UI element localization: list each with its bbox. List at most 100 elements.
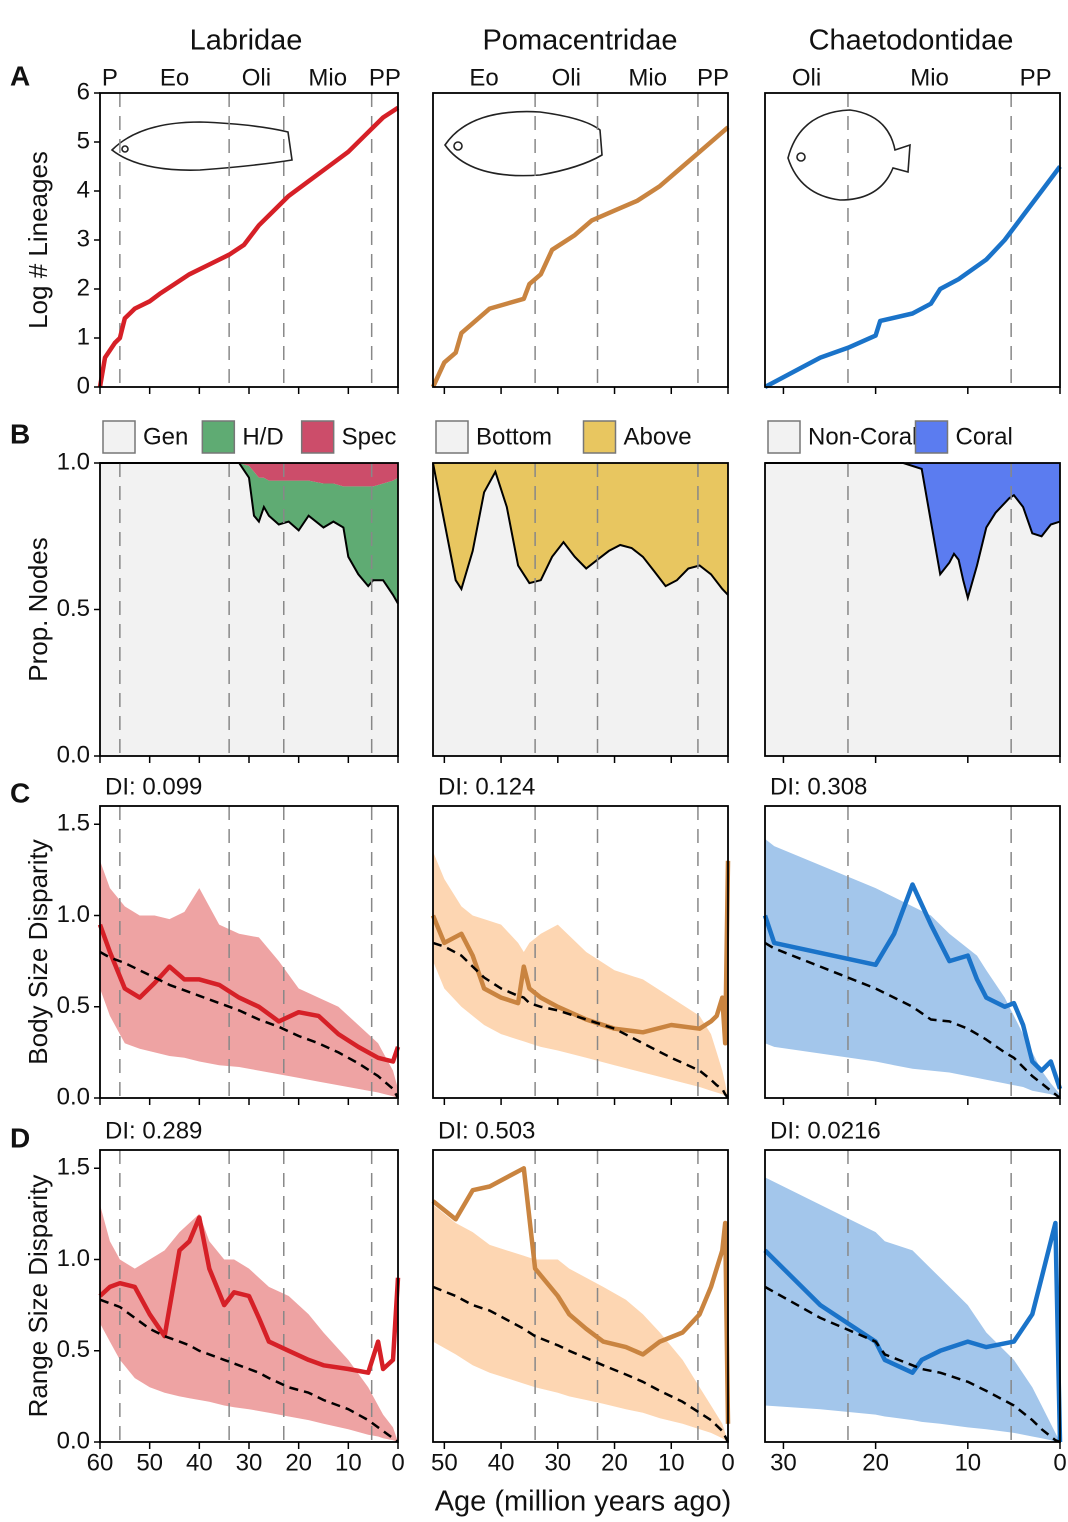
legend-label: Above <box>624 423 692 450</box>
column-title: Pomacentridae <box>482 25 677 57</box>
x-tick-label: 30 <box>770 1449 797 1476</box>
area <box>765 463 1060 598</box>
column-title: Labridae <box>190 25 303 57</box>
x-tick-label: 30 <box>236 1449 263 1476</box>
null-band <box>100 1204 398 1442</box>
legend-swatch <box>435 420 469 454</box>
y-axis-label: Prop. Nodes <box>23 537 53 682</box>
legend-label: Spec <box>342 423 397 450</box>
x-tick-label: 40 <box>186 1449 213 1476</box>
y-tick-label: 1.0 <box>57 1245 90 1272</box>
area <box>100 463 398 756</box>
null-band <box>765 838 1060 1098</box>
y-tick-label: 0 <box>77 372 90 399</box>
epoch-label: Oli <box>242 64 271 91</box>
plot-frame <box>432 1149 729 1443</box>
line <box>97 105 400 388</box>
area <box>100 463 398 604</box>
x-tick-label: 10 <box>658 1449 685 1476</box>
epoch-label: Oli <box>552 64 581 91</box>
boundary-line <box>100 462 399 605</box>
legend-label: H/D <box>242 423 283 450</box>
null-median-line <box>764 941 1061 1099</box>
x-tick-label: 40 <box>488 1449 515 1476</box>
y-tick-label: 1.5 <box>57 1154 90 1181</box>
x-tick-label: 10 <box>335 1449 362 1476</box>
observed-line <box>763 1220 1063 1443</box>
epoch-label: Mio <box>308 64 347 91</box>
legend-swatch <box>914 420 949 454</box>
legend-swatch <box>300 420 335 454</box>
observed-line <box>430 860 731 1046</box>
epoch-label: PP <box>1020 64 1052 91</box>
line <box>430 125 730 388</box>
null-median-line <box>432 941 729 1099</box>
observed-line <box>98 1215 401 1375</box>
y-tick-label: 1 <box>77 323 90 350</box>
fish-eye <box>796 152 806 162</box>
epoch-label: Oli <box>792 64 821 91</box>
x-tick-label: 0 <box>1053 1449 1066 1476</box>
area <box>433 463 728 756</box>
y-tick-label: 1.0 <box>57 448 90 475</box>
y-tick-label: 1.5 <box>57 810 90 837</box>
null-median-line <box>99 1298 399 1444</box>
plot-frame <box>764 805 1061 1099</box>
null-median-line <box>99 950 400 1099</box>
epoch-label: PP <box>697 64 729 91</box>
y-tick-label: 3 <box>77 225 90 252</box>
y-axis-label: Range Size Disparity <box>23 1175 53 1418</box>
x-tick-label: 30 <box>544 1449 571 1476</box>
plot-frame <box>432 462 729 757</box>
y-axis-label: Body Size Disparity <box>23 839 53 1064</box>
fish-eye <box>121 145 129 153</box>
observed-line <box>762 882 1063 1090</box>
x-axis-label: Age (million years ago) <box>435 1486 732 1518</box>
legend-label: Coral <box>956 423 1013 450</box>
panel-label: D <box>10 1122 30 1153</box>
annotation: DI: 0.099 <box>105 773 202 800</box>
null-median-line <box>764 1285 1061 1444</box>
epoch-label: PP <box>369 64 401 91</box>
x-tick-label: 20 <box>862 1449 889 1476</box>
boundary-line <box>765 462 1061 602</box>
damselfish-drawing <box>444 110 603 177</box>
y-tick-label: 4 <box>77 176 90 203</box>
null-band <box>100 860 398 1098</box>
null-median-line <box>432 1285 730 1443</box>
observed-line <box>97 923 401 1064</box>
y-tick-label: 0.0 <box>57 1427 90 1454</box>
line <box>763 165 1062 389</box>
y-tick-label: 5 <box>77 127 90 154</box>
legend-swatch <box>201 420 236 454</box>
epoch-label: Mio <box>628 64 667 91</box>
y-tick-label: 2 <box>77 274 90 301</box>
butterflyfish-drawing <box>787 109 911 201</box>
y-tick-label: 0.5 <box>57 992 90 1019</box>
y-tick-label: 0.0 <box>57 1083 90 1110</box>
y-tick-label: 1.0 <box>57 901 90 928</box>
x-tick-label: 50 <box>136 1449 163 1476</box>
plot-frame <box>432 805 729 1099</box>
annotation: DI: 0.289 <box>105 1117 202 1144</box>
legend-label: Gen <box>143 423 188 450</box>
epoch-label: P <box>102 64 118 91</box>
legend-swatch <box>102 420 136 454</box>
plot-frame <box>764 1149 1061 1443</box>
column-title: Chaetodontidae <box>809 25 1014 57</box>
panel-label: C <box>10 777 30 808</box>
boundary-line <box>432 462 729 596</box>
x-tick-label: 20 <box>601 1449 628 1476</box>
panel-label: B <box>10 418 30 449</box>
x-tick-label: 0 <box>721 1449 734 1476</box>
plot-frame <box>764 92 1061 388</box>
y-axis-label: Log # Lineages <box>23 151 53 329</box>
epoch-label: Mio <box>910 64 949 91</box>
plot-frame <box>432 92 729 388</box>
fish-eye <box>453 141 463 151</box>
epoch-label: Eo <box>160 64 189 91</box>
x-tick-label: 50 <box>431 1449 458 1476</box>
legend-label: Bottom <box>476 423 552 450</box>
epoch-label: Eo <box>469 64 498 91</box>
